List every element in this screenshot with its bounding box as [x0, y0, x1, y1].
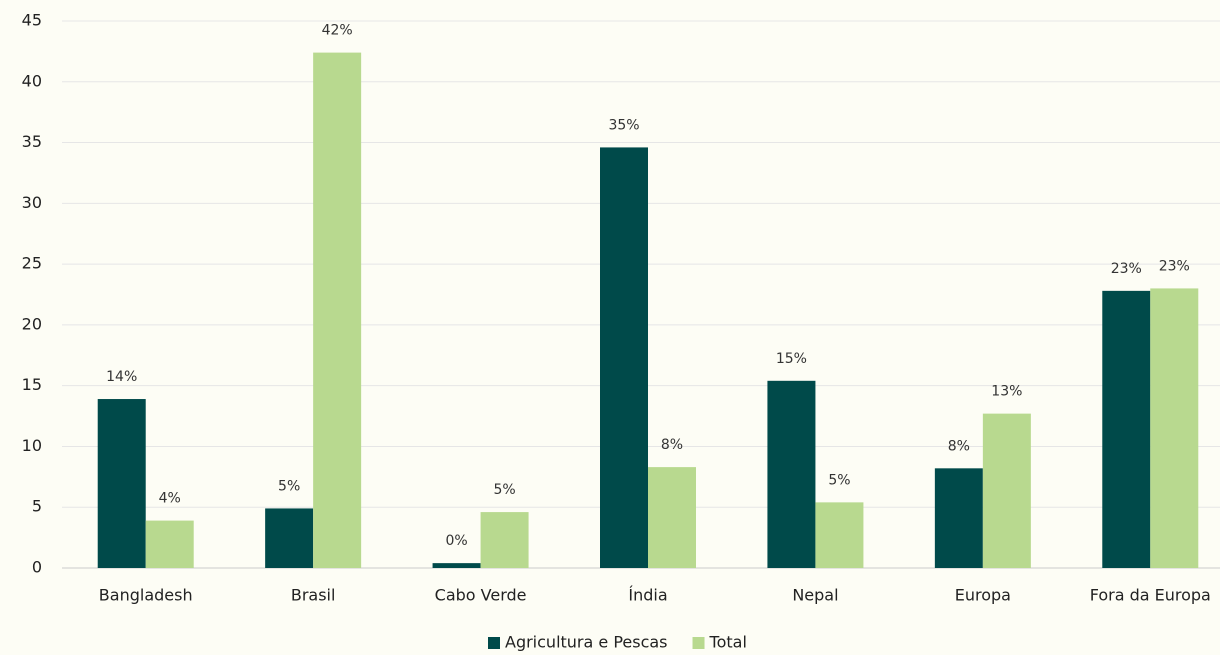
y-tick-label: 0	[32, 558, 42, 577]
y-tick-label: 30	[22, 193, 42, 212]
bar	[265, 508, 314, 568]
value-label: 13%	[991, 384, 1022, 400]
bar	[313, 52, 362, 569]
value-label: 5%	[493, 482, 515, 498]
y-tick-label: 15	[22, 375, 42, 394]
bar	[1150, 288, 1199, 568]
y-tick-label: 40	[22, 71, 42, 90]
value-label: 15%	[776, 351, 807, 367]
value-label: 8%	[948, 438, 970, 454]
value-label: 5%	[828, 472, 850, 488]
value-label: 8%	[661, 437, 683, 453]
y-tick-label: 5	[32, 497, 42, 516]
x-tick-label: Índia	[628, 586, 667, 605]
bar	[767, 380, 816, 568]
x-tick-label: Nepal	[792, 586, 838, 605]
x-tick-label: Bangladesh	[99, 586, 193, 605]
bar	[1102, 290, 1151, 568]
bar	[145, 520, 194, 568]
value-label: 42%	[322, 23, 353, 39]
value-label: 23%	[1159, 258, 1190, 274]
bar	[648, 467, 696, 568]
bar	[815, 502, 864, 568]
bar	[934, 468, 983, 568]
y-tick-label: 25	[22, 254, 42, 273]
value-label: 5%	[278, 478, 300, 494]
bar	[97, 399, 146, 568]
bar	[982, 413, 1031, 568]
x-tick-label: Fora da Europa	[1090, 586, 1211, 605]
value-label: 0%	[445, 533, 467, 549]
x-tick-label: Cabo Verde	[435, 586, 527, 605]
x-tick-label: Europa	[955, 586, 1011, 605]
x-tick-label: Brasil	[291, 586, 336, 605]
y-tick-label: 20	[22, 314, 42, 333]
y-tick-label: 45	[22, 11, 42, 30]
value-label: 14%	[106, 369, 137, 385]
y-tick-label: 35	[22, 132, 42, 151]
value-label: 35%	[608, 117, 639, 133]
legend: Agricultura e Pescas Total	[488, 633, 747, 652]
y-tick-label: 10	[22, 436, 42, 455]
bar	[600, 147, 648, 568]
bar	[432, 563, 481, 568]
value-label: 23%	[1111, 261, 1142, 277]
legend-swatch	[692, 637, 705, 649]
value-label: 4%	[159, 491, 181, 507]
legend-label: Agricultura e Pescas	[505, 633, 668, 652]
legend-label: Total	[709, 633, 747, 652]
bar	[480, 512, 529, 568]
legend-swatch	[488, 637, 500, 649]
